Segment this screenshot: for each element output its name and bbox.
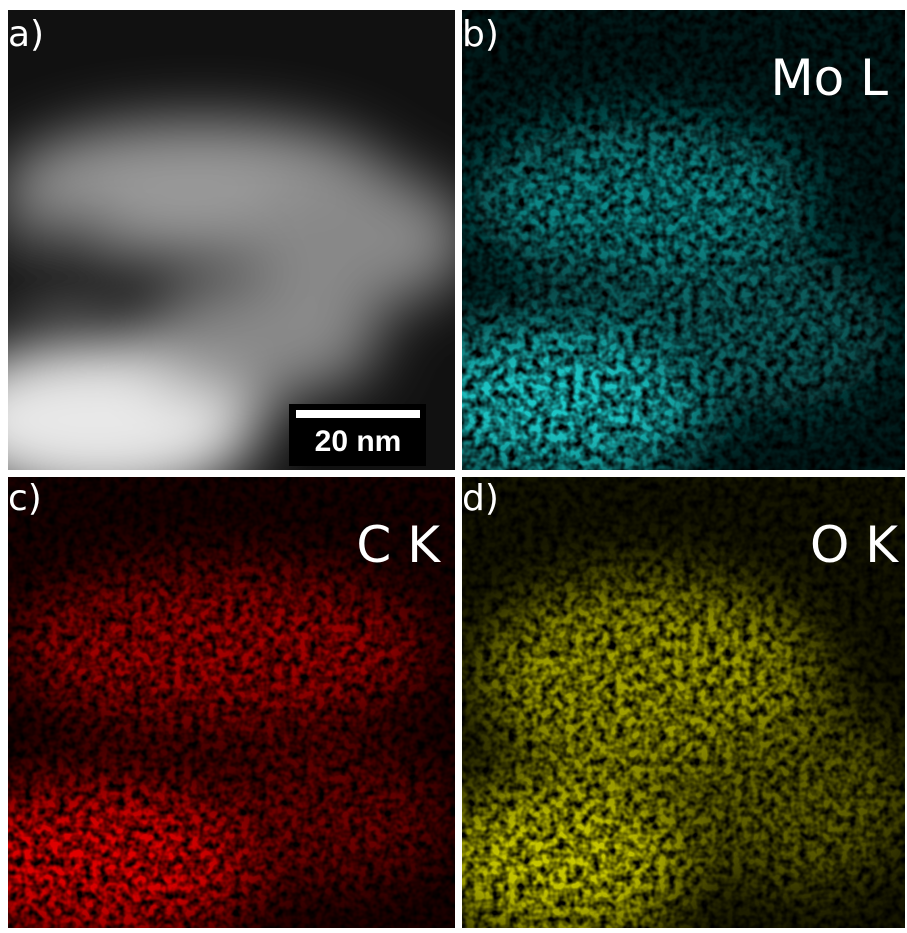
panel-label: d) <box>462 478 499 519</box>
panel-a <box>8 10 455 470</box>
panel-label: a) <box>8 14 44 55</box>
scale-bar: 20 nm <box>289 404 426 466</box>
panel-b <box>462 10 905 470</box>
panel-d <box>462 477 905 928</box>
panel-label: b) <box>462 14 499 55</box>
element-label: Mo L <box>771 49 889 107</box>
scale-bar-label: 20 nm <box>315 425 402 458</box>
panel-c <box>8 477 455 928</box>
panel-label: c) <box>8 478 42 519</box>
element-label: C K <box>356 516 441 574</box>
element-label: O K <box>810 516 899 574</box>
